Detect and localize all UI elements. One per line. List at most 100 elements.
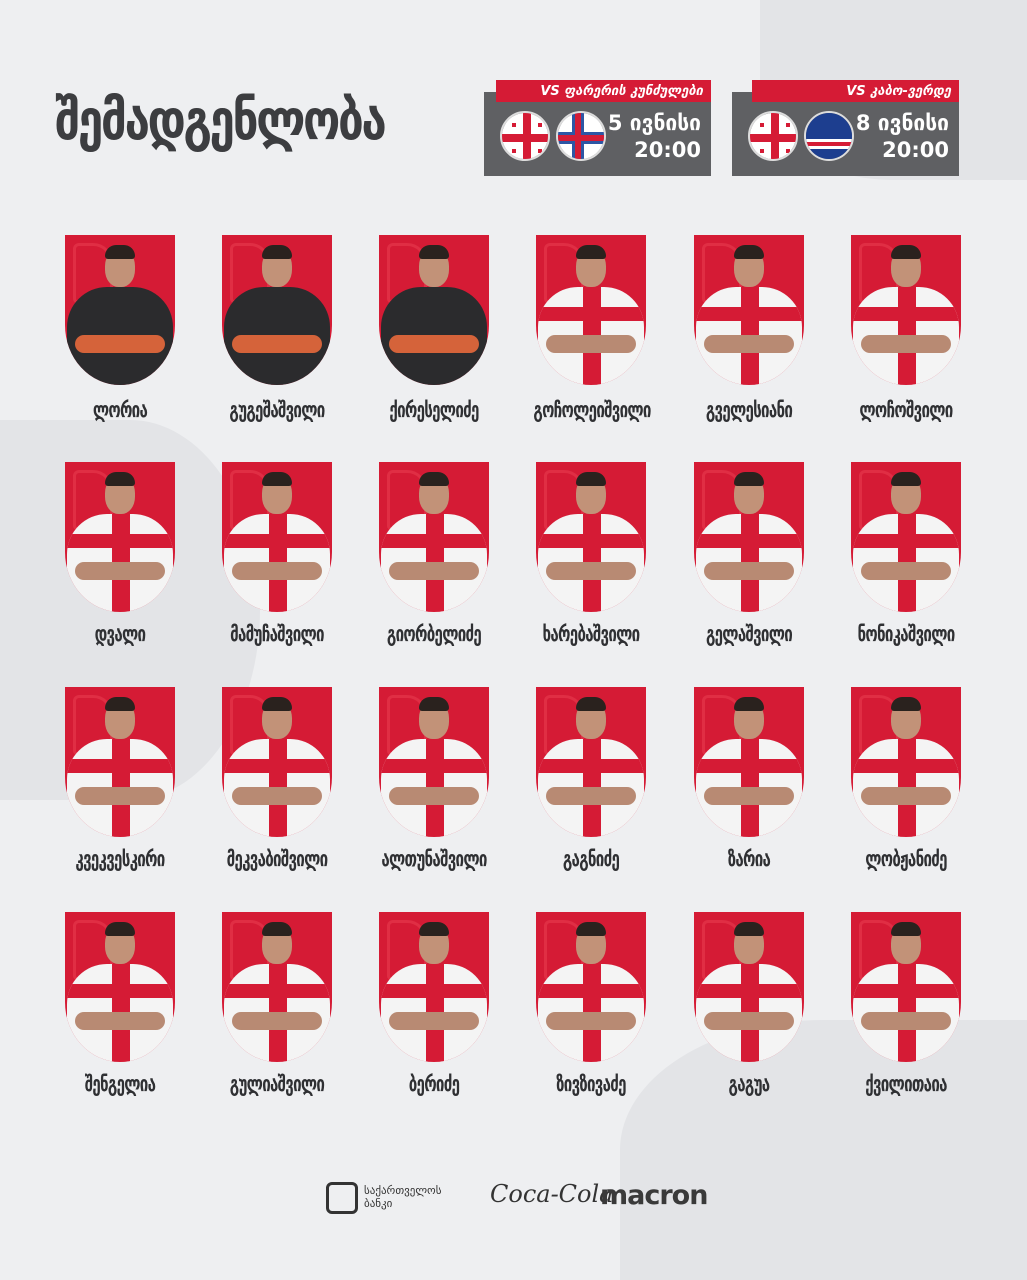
bank-name-line2: ბანკი: [364, 1197, 393, 1210]
coca-cola-logo: Coca-Cola: [490, 1180, 614, 1208]
player-card: [379, 687, 489, 837]
georgia-flag-icon: [500, 111, 550, 161]
match-datetime: 5 ივნისი 20:00: [608, 110, 701, 164]
player-shield: [536, 912, 646, 1062]
player-shield: [694, 912, 804, 1062]
player-card: [379, 235, 489, 385]
player-name: გელაშვილი: [705, 622, 793, 646]
player-shield: [379, 687, 489, 837]
player-shield: [379, 235, 489, 385]
match-date: 8 ივნისი: [855, 111, 949, 135]
player-name: გულიაშვილი: [229, 1072, 325, 1096]
player-name: გაგუა: [728, 1072, 771, 1096]
player-name: ქვილითაია: [865, 1072, 947, 1096]
player-card: [536, 912, 646, 1062]
player-name: გაგნიძე: [562, 847, 620, 871]
player-name: ხარებაშვილი: [542, 622, 641, 646]
player-name: ლორია: [92, 398, 148, 422]
player-arms: [861, 1012, 951, 1030]
player-shield: [222, 235, 332, 385]
macron-logo: macron: [600, 1180, 708, 1211]
player-name: ქირესელიძე: [389, 398, 479, 422]
player-card: [379, 462, 489, 612]
player-shield: [379, 462, 489, 612]
player-hair: [734, 472, 764, 486]
player-card: [851, 235, 961, 385]
player-card: [65, 687, 175, 837]
match-date: 5 ივნისი: [607, 111, 701, 135]
player-hair: [419, 245, 449, 259]
player-arms: [704, 1012, 794, 1030]
player-card: [694, 235, 804, 385]
bank-of-georgia-text: საქართველოს ბანკი: [364, 1184, 441, 1210]
player-hair: [105, 922, 135, 936]
player-hair: [419, 472, 449, 486]
player-name: გოჩოლეიშვილი: [533, 398, 651, 422]
player-card: [65, 912, 175, 1062]
faroe-islands-flag-icon: [556, 111, 606, 161]
player-shield: [536, 687, 646, 837]
player-name: გველესიანი: [705, 398, 793, 422]
player-arms: [861, 562, 951, 580]
player-hair: [105, 472, 135, 486]
player-card: [536, 235, 646, 385]
player-name: ლოჩოშვილი: [859, 398, 953, 422]
match-opponent: VS კაბო-ვერდე: [752, 80, 959, 102]
player-name: კვეკვესკირი: [75, 847, 165, 871]
player-card: [851, 687, 961, 837]
player-hair: [419, 922, 449, 936]
player-hair: [734, 697, 764, 711]
match-card-faroe: VS ფარერის კუნძულები 5 ივნისი 20:00: [484, 80, 711, 176]
player-arms: [75, 562, 165, 580]
georgia-flag-icon: [748, 111, 798, 161]
player-shield: [851, 687, 961, 837]
cape-verde-flag-icon: [804, 111, 854, 161]
player-arms: [546, 1012, 636, 1030]
match-datetime: 8 ივნისი 20:00: [856, 110, 949, 164]
player-arms: [232, 562, 322, 580]
player-shield: [851, 912, 961, 1062]
player-shield: [694, 462, 804, 612]
player-card: [536, 687, 646, 837]
player-card: [222, 235, 332, 385]
player-card: [851, 462, 961, 612]
match-time: 20:00: [882, 138, 949, 162]
player-hair: [576, 245, 606, 259]
player-name: მეკვაბიშვილი: [226, 847, 329, 871]
player-hair: [734, 245, 764, 259]
player-shield: [694, 235, 804, 385]
player-arms: [861, 335, 951, 353]
player-card: [694, 462, 804, 612]
player-shield: [65, 462, 175, 612]
player-hair: [891, 472, 921, 486]
player-arms: [232, 787, 322, 805]
player-shield: [222, 912, 332, 1062]
player-shield: [222, 462, 332, 612]
player-card: [65, 235, 175, 385]
player-card: [65, 462, 175, 612]
player-name: გიორბელიძე: [386, 622, 482, 646]
player-hair: [105, 245, 135, 259]
player-card: [536, 462, 646, 612]
player-card: [222, 687, 332, 837]
player-arms: [75, 1012, 165, 1030]
player-card: [222, 462, 332, 612]
player-card: [851, 912, 961, 1062]
player-card: [694, 912, 804, 1062]
player-shield: [379, 912, 489, 1062]
player-arms: [861, 787, 951, 805]
player-arms: [75, 787, 165, 805]
player-name: გუგეშაშვილი: [229, 398, 325, 422]
player-shield: [851, 462, 961, 612]
player-card: [379, 912, 489, 1062]
player-shield: [851, 235, 961, 385]
player-shield: [536, 235, 646, 385]
player-arms: [232, 1012, 322, 1030]
player-arms: [389, 787, 479, 805]
sponsors-bar: საქართველოს ბანკი Coca-Cola macron: [0, 1178, 1027, 1218]
player-hair: [262, 697, 292, 711]
player-hair: [262, 472, 292, 486]
player-name: ალთუნაშვილი: [381, 847, 487, 871]
player-arms: [389, 1012, 479, 1030]
player-hair: [419, 697, 449, 711]
